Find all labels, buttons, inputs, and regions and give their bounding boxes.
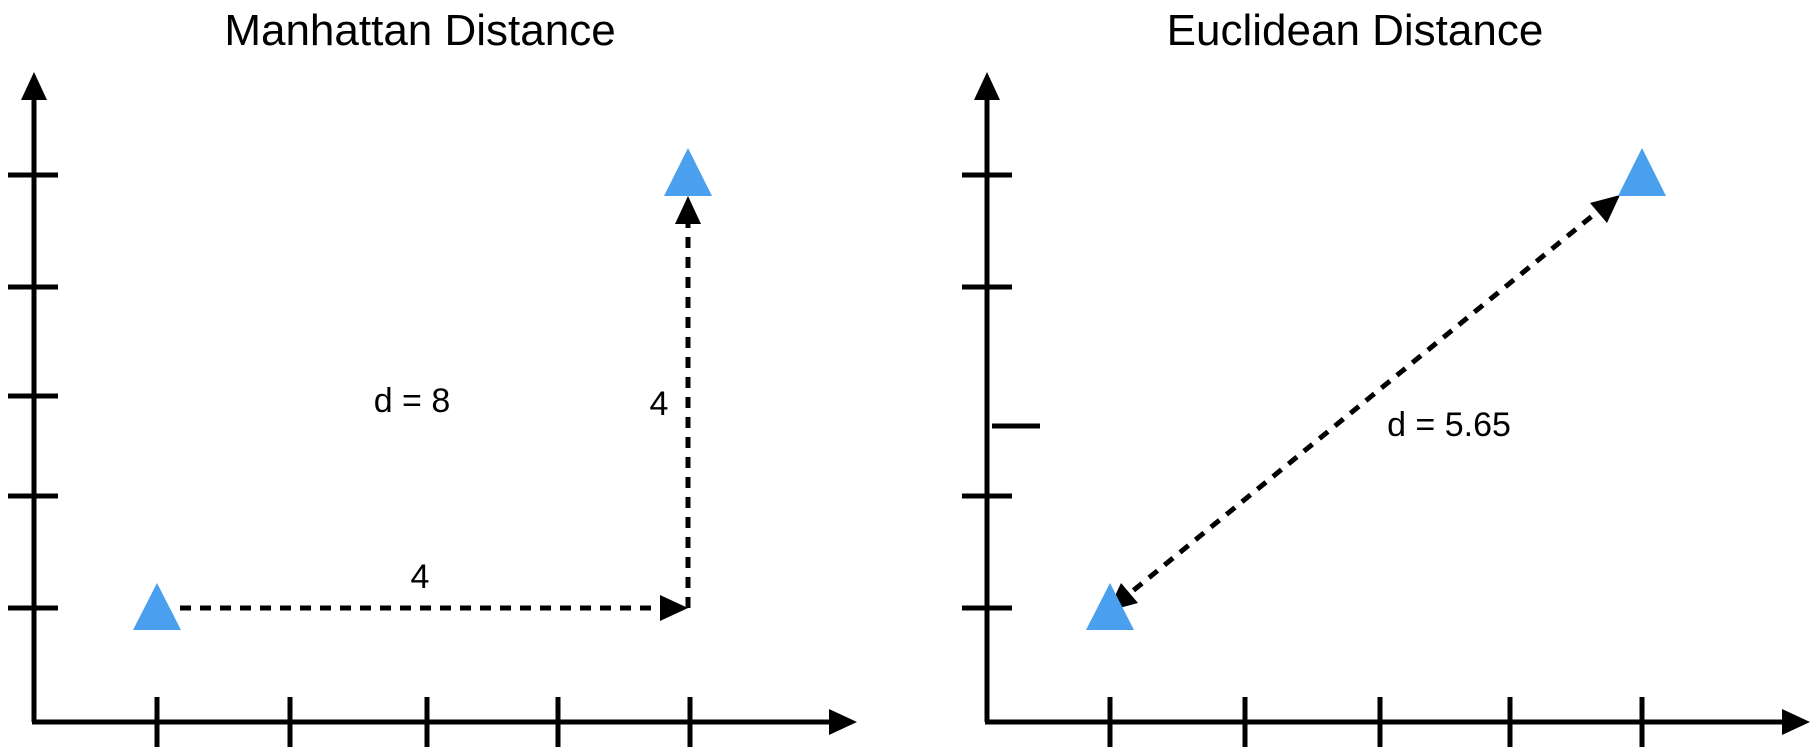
- euclidean-x-axis-arrow-icon: [1782, 709, 1810, 735]
- euclidean-start-triangle-icon: [1086, 583, 1134, 630]
- euclidean-diagonal-path: [1116, 210, 1599, 605]
- manhattan-x-ticks: [154, 697, 693, 747]
- manhattan-y-ticks: [8, 172, 58, 611]
- euclidean-distance-label: d = 5.65: [1387, 406, 1511, 444]
- manhattan-panel: Manhattan Distance d: [8, 6, 857, 747]
- euclidean-x-ticks: [1107, 697, 1645, 747]
- manhattan-horizontal-arrowhead-icon: [660, 595, 688, 621]
- manhattan-horizontal-label: 4: [411, 558, 430, 596]
- manhattan-y-axis-arrow-icon: [21, 72, 47, 100]
- manhattan-vertical-label: 4: [650, 385, 669, 423]
- euclidean-end-arrowhead-icon: [1590, 195, 1620, 223]
- manhattan-start-triangle-icon: [133, 583, 181, 630]
- manhattan-vertical-arrowhead-icon: [675, 196, 701, 224]
- euclidean-end-triangle-icon: [1618, 148, 1666, 196]
- euclidean-y-ticks: [962, 172, 1040, 611]
- manhattan-x-axis-arrow-icon: [829, 709, 857, 735]
- manhattan-distance-label: d = 8: [374, 382, 451, 420]
- manhattan-end-triangle-icon: [664, 148, 712, 196]
- euclidean-y-axis-arrow-icon: [974, 72, 1000, 100]
- euclidean-panel: Euclidean Distance d = 5.6: [962, 6, 1810, 747]
- euclidean-title: Euclidean Distance: [1167, 6, 1544, 55]
- manhattan-title: Manhattan Distance: [224, 6, 615, 55]
